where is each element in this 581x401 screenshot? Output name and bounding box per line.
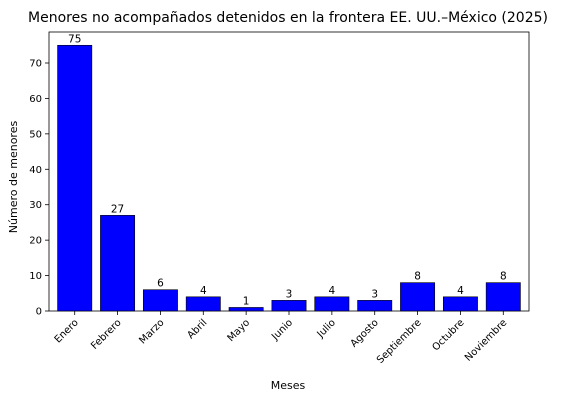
x-tick-label-noviembre: Noviembre (463, 317, 509, 363)
y-tick-label: 60 (29, 94, 42, 105)
bar-value-label: 3 (371, 288, 378, 300)
bar-value-label: 6 (157, 278, 164, 290)
bar-agosto (357, 300, 393, 312)
bar-value-label: 3 (286, 288, 293, 300)
bars-group (57, 44, 521, 312)
x-tick-label-julio: Julio (315, 317, 338, 340)
bar-julio (314, 296, 350, 312)
bar-junio (271, 300, 307, 312)
bar-value-label: 27 (111, 203, 124, 215)
bar-noviembre (485, 282, 521, 312)
x-tick-label-enero: Enero (53, 317, 81, 345)
data-labels-group: 75 27 6 4 1 3 4 3 8 4 8 (68, 33, 507, 307)
bar-value-label: 1 (243, 295, 250, 307)
bar-value-label: 4 (329, 285, 336, 297)
y-tick-label: 0 (36, 307, 42, 318)
x-tick-label-abril: Abril (185, 317, 209, 341)
x-tick-label-mayo: Mayo (226, 317, 253, 344)
bar-mayo (228, 307, 264, 312)
bar-value-label: 75 (68, 33, 81, 45)
x-tick-label-febrero: Febrero (89, 317, 123, 351)
bar-septiembre (400, 282, 436, 312)
x-tick-label-octubre: Octubre (430, 317, 466, 353)
bar-value-label: 4 (200, 285, 207, 297)
x-tick-label-marzo: Marzo (137, 317, 166, 346)
x-tick-label-junio: Junio (269, 317, 295, 343)
x-tick-label-agosto: Agosto (349, 317, 381, 349)
bar-marzo (142, 289, 178, 312)
y-tick-label: 70 (29, 59, 42, 70)
y-tick-label: 30 (29, 200, 42, 211)
y-tick-label: 10 (29, 271, 42, 282)
y-tick-label: 20 (29, 236, 42, 247)
bar-enero (57, 44, 93, 312)
bar-value-label: 8 (500, 271, 507, 283)
y-tick-label: 50 (29, 129, 42, 140)
bar-abril (185, 296, 221, 312)
bar-octubre (442, 296, 478, 312)
y-axis: 0 10 20 30 40 50 60 70 (29, 59, 49, 318)
bar-febrero (100, 215, 136, 312)
bar-value-label: 8 (414, 271, 421, 283)
x-axis-label: Meses (271, 379, 306, 392)
y-tick-label: 40 (29, 165, 42, 176)
chart-title: Menores no acompañados detenidos en la f… (28, 10, 548, 26)
x-tick-label-septiembre: Septiembre (375, 317, 424, 366)
x-axis: Enero Febrero Marzo Abril Mayo Junio Julio Agos… (53, 311, 509, 366)
bar-value-label: 4 (457, 285, 464, 297)
y-axis-label: Número de menores (7, 121, 20, 234)
